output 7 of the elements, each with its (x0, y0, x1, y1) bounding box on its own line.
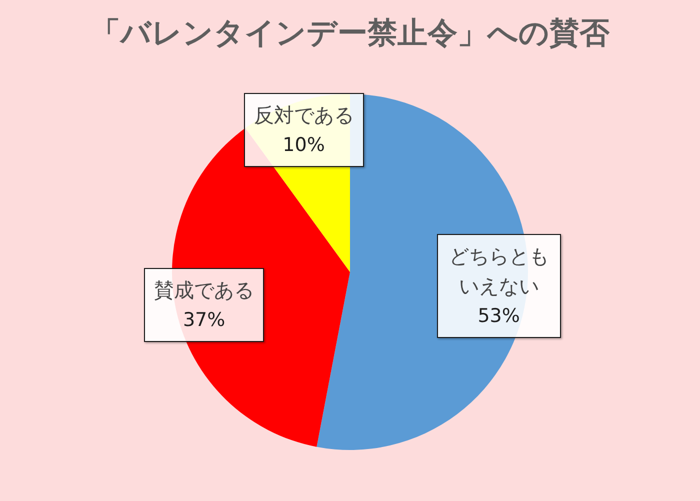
chart-title: 「バレンタインデー禁止令」への賛否 (90, 15, 610, 53)
slice-label: 反対である (254, 102, 354, 129)
data-label: 37% (182, 308, 226, 333)
slice-label: どちらともいえない (448, 243, 550, 300)
data-label: 10% (282, 132, 326, 158)
slice-label: 賛成である (154, 276, 254, 304)
data-label: 53% (476, 304, 521, 330)
